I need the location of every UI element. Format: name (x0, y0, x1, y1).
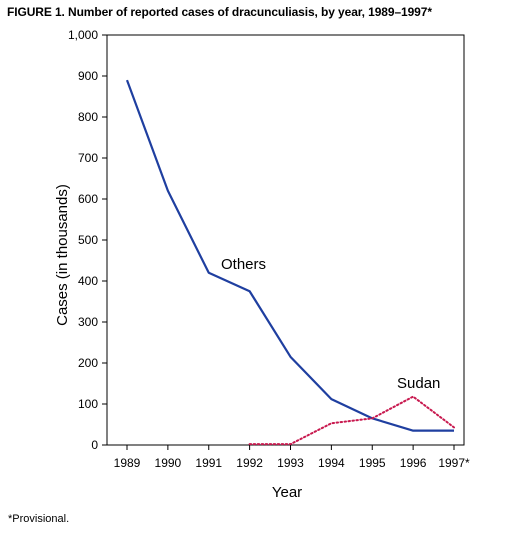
y-tick-label: 1,000 (68, 28, 98, 42)
y-tick-label: 800 (78, 110, 98, 124)
y-tick-label: 200 (78, 356, 98, 370)
y-tick-label: 700 (78, 151, 98, 165)
footnote: *Provisional. (8, 513, 70, 525)
y-tick-label: 100 (78, 397, 98, 411)
y-tick-label: 900 (78, 69, 98, 83)
y-tick-label: 400 (78, 274, 98, 288)
x-tick-label: 1992 (236, 456, 263, 470)
x-tick-label: 1990 (155, 456, 182, 470)
figure-title: FIGURE 1. Number of reported cases of dr… (7, 5, 432, 19)
series-label-sudan: Sudan (397, 375, 440, 392)
x-ticks: 1989 1990 1991 1992 1993 1994 1995 1996 1997* (114, 445, 470, 470)
y-tick-label: 300 (78, 315, 98, 329)
y-axis-title: Cases (in thousands) (54, 184, 71, 326)
y-tick-label: 600 (78, 192, 98, 206)
series-line-sudan (248, 395, 455, 446)
series-label-others: Others (221, 256, 266, 273)
x-tick-label: 1995 (359, 456, 386, 470)
x-tick-label: 1989 (114, 456, 141, 470)
y-tick-label: 500 (78, 233, 98, 247)
series-lines (125, 79, 455, 446)
x-tick-label: 1997* (438, 456, 470, 470)
x-tick-label: 1991 (195, 456, 222, 470)
x-axis-title: Year (272, 484, 302, 501)
x-tick-label: 1994 (318, 456, 345, 470)
y-ticks: 0 100 200 300 400 500 600 700 800 900 1,000 (68, 28, 107, 452)
y-tick-label: 0 (91, 438, 98, 452)
x-tick-label: 1993 (277, 456, 304, 470)
series-line-others (125, 79, 454, 432)
x-tick-label: 1996 (400, 456, 427, 470)
